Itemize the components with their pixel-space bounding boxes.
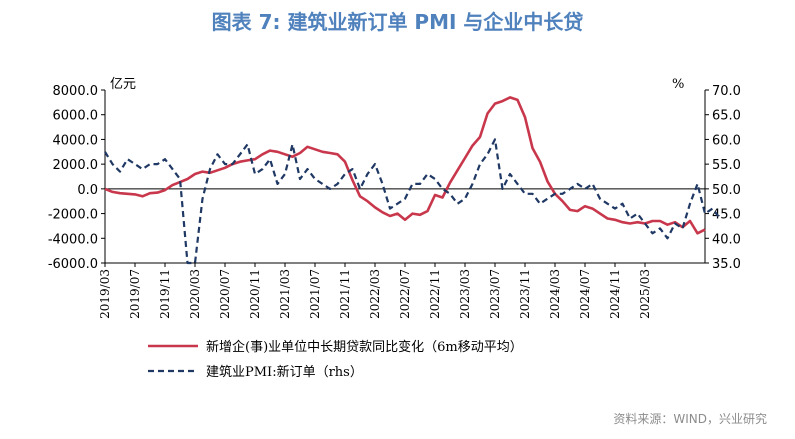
x-tick-label: 2020/07 <box>218 269 232 319</box>
x-tick-label: 2021/11 <box>338 269 352 319</box>
legend: 新增企(事)业单位中长期贷款同比变化（6m移动平均） 建筑业PMI:新订单（rhs… <box>148 339 523 380</box>
legend-label-pmi: 建筑业PMI:新订单（rhs） <box>206 364 363 380</box>
source-note: 资料来源：WIND，兴业研究 <box>613 412 767 426</box>
axes: 8000.0 6000.0 4000.0 2000.0 0.0 -2000.0 -4000.… <box>48 77 741 319</box>
x-tick-label: 2024/07 <box>578 269 592 319</box>
right-tick-label: 60.0 <box>712 133 741 148</box>
right-tick-label: 40.0 <box>712 232 741 247</box>
x-tick-label: 2020/11 <box>248 269 262 319</box>
pmi-series-line <box>104 138 721 265</box>
x-tick-label: 2021/03 <box>278 269 292 319</box>
x-tick-label: 2023/03 <box>458 269 472 319</box>
series-layer <box>104 96 721 265</box>
right-tick-label: 45.0 <box>712 208 741 223</box>
left-tick-label: 6000.0 <box>53 109 99 124</box>
right-tick-label: 35.0 <box>712 257 741 272</box>
x-tick-label: 2024/03 <box>548 269 562 319</box>
right-axis-unit: % <box>672 77 684 92</box>
left-tick-label: -2000.0 <box>48 208 98 223</box>
x-tick-label: 2022/11 <box>428 269 442 319</box>
x-tick-label: 2022/03 <box>368 269 382 319</box>
right-tick-label: 70.0 <box>712 84 741 99</box>
left-axis-unit: 亿元 <box>110 77 136 92</box>
left-tick-label: 2000.0 <box>53 158 99 173</box>
x-tick-label: 2019/07 <box>128 269 142 319</box>
chart-title: 图表 7: 建筑业新订单 PMI 与企业中长贷 <box>211 10 584 34</box>
right-tick-label: 65.0 <box>712 109 741 124</box>
left-tick-label: 4000.0 <box>53 133 99 148</box>
x-tick-label: 2025/03 <box>638 269 652 319</box>
left-tick-label: 0.0 <box>77 183 98 198</box>
x-tick-label: 2019/03 <box>98 269 112 319</box>
left-tick-label: -4000.0 <box>48 232 98 247</box>
x-tick-label: 2021/07 <box>308 269 322 319</box>
x-tick-label: 2019/11 <box>158 269 172 319</box>
left-tick-label: -6000.0 <box>48 257 98 272</box>
legend-label-loan: 新增企(事)业单位中长期贷款同比变化（6m移动平均） <box>206 339 523 355</box>
right-tick-label: 55.0 <box>712 158 741 173</box>
x-tick-label: 2023/07 <box>488 269 502 319</box>
x-tick-label: 2023/11 <box>518 269 532 319</box>
x-tick-label: 2024/11 <box>608 269 622 319</box>
x-tick-label: 2020/03 <box>188 269 202 319</box>
loan-series-line <box>104 96 706 235</box>
x-tick-label: 2022/07 <box>398 269 412 319</box>
right-tick-label: 50.0 <box>712 183 741 198</box>
left-tick-label: 8000.0 <box>53 84 99 99</box>
